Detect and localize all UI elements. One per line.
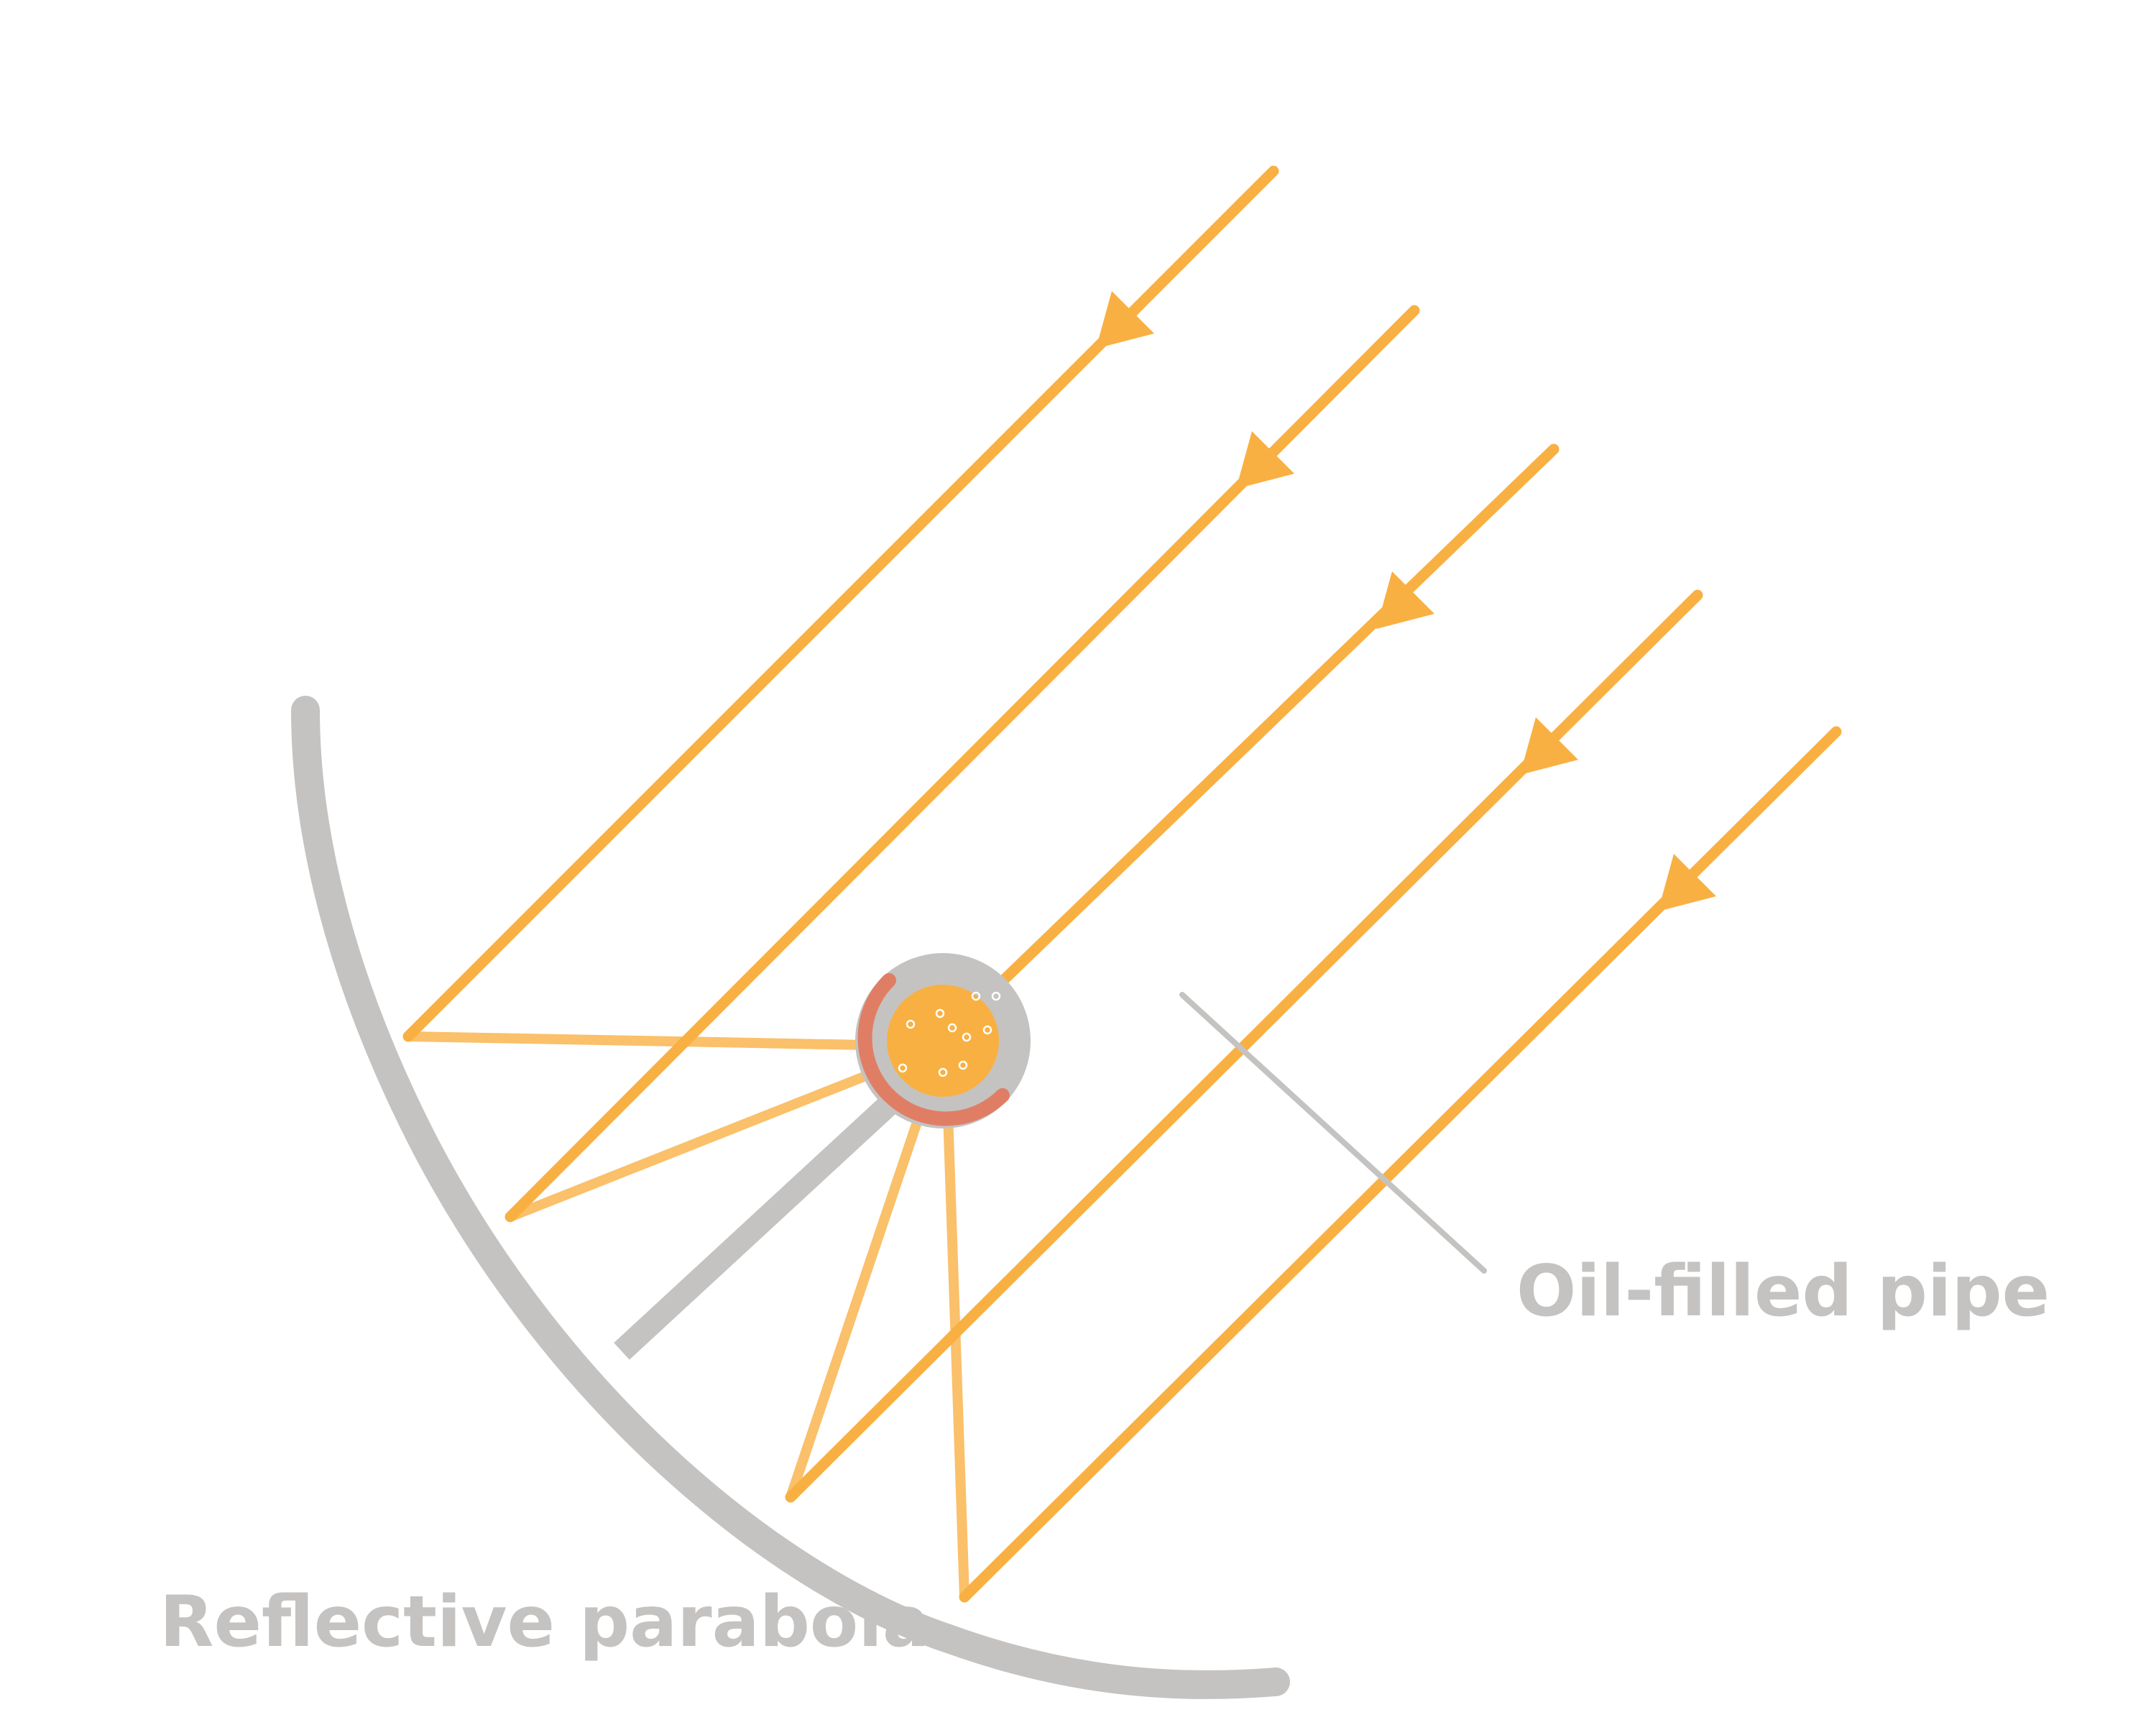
incoming-ray-1 bbox=[402, 165, 1279, 1042]
oil-bubble-icon bbox=[898, 1063, 908, 1073]
heat-arc bbox=[857, 973, 1010, 1126]
parabola-label: Reflective parabola bbox=[160, 1581, 930, 1663]
oil-bubble-icon bbox=[958, 1060, 968, 1070]
incoming-ray-3 bbox=[997, 443, 1560, 987]
oil-bubble-icon bbox=[947, 1023, 957, 1033]
oil-filled-pipe bbox=[855, 953, 1031, 1128]
oil-bubble-icon bbox=[906, 1019, 916, 1029]
incoming-rays bbox=[402, 165, 1842, 1603]
oil-bubble-icon bbox=[971, 991, 981, 1001]
oil-bubbles bbox=[898, 991, 1001, 1077]
arrowhead-icon bbox=[1096, 291, 1154, 349]
arrowhead-icon bbox=[1520, 717, 1578, 775]
reflected-ray bbox=[505, 1055, 911, 1222]
incoming-ray-5 bbox=[959, 726, 1842, 1603]
oil-bubble-icon bbox=[938, 1067, 948, 1077]
reflected-ray bbox=[403, 1031, 911, 1051]
pipe-label: Oil-filled pipe bbox=[1516, 1251, 2050, 1333]
oil-bubble-icon bbox=[935, 1008, 945, 1018]
arrowhead-icon bbox=[1658, 854, 1716, 911]
pipe-leader-line bbox=[1179, 992, 1487, 1274]
reflected-rays bbox=[403, 1031, 969, 1602]
support-arm bbox=[614, 1084, 910, 1360]
reflected-ray bbox=[786, 1087, 932, 1502]
arrowhead-icon bbox=[1376, 571, 1434, 629]
reflective-parabola bbox=[291, 696, 1290, 1699]
oil-bubble-icon bbox=[982, 1025, 992, 1035]
arrowheads bbox=[1096, 291, 1716, 911]
oil-bubble-icon bbox=[991, 991, 1001, 1001]
arrowhead-icon bbox=[1236, 431, 1294, 489]
reflected-ray bbox=[942, 1087, 969, 1602]
oil-bubble-icon bbox=[962, 1032, 972, 1042]
oil-core bbox=[887, 985, 999, 1097]
